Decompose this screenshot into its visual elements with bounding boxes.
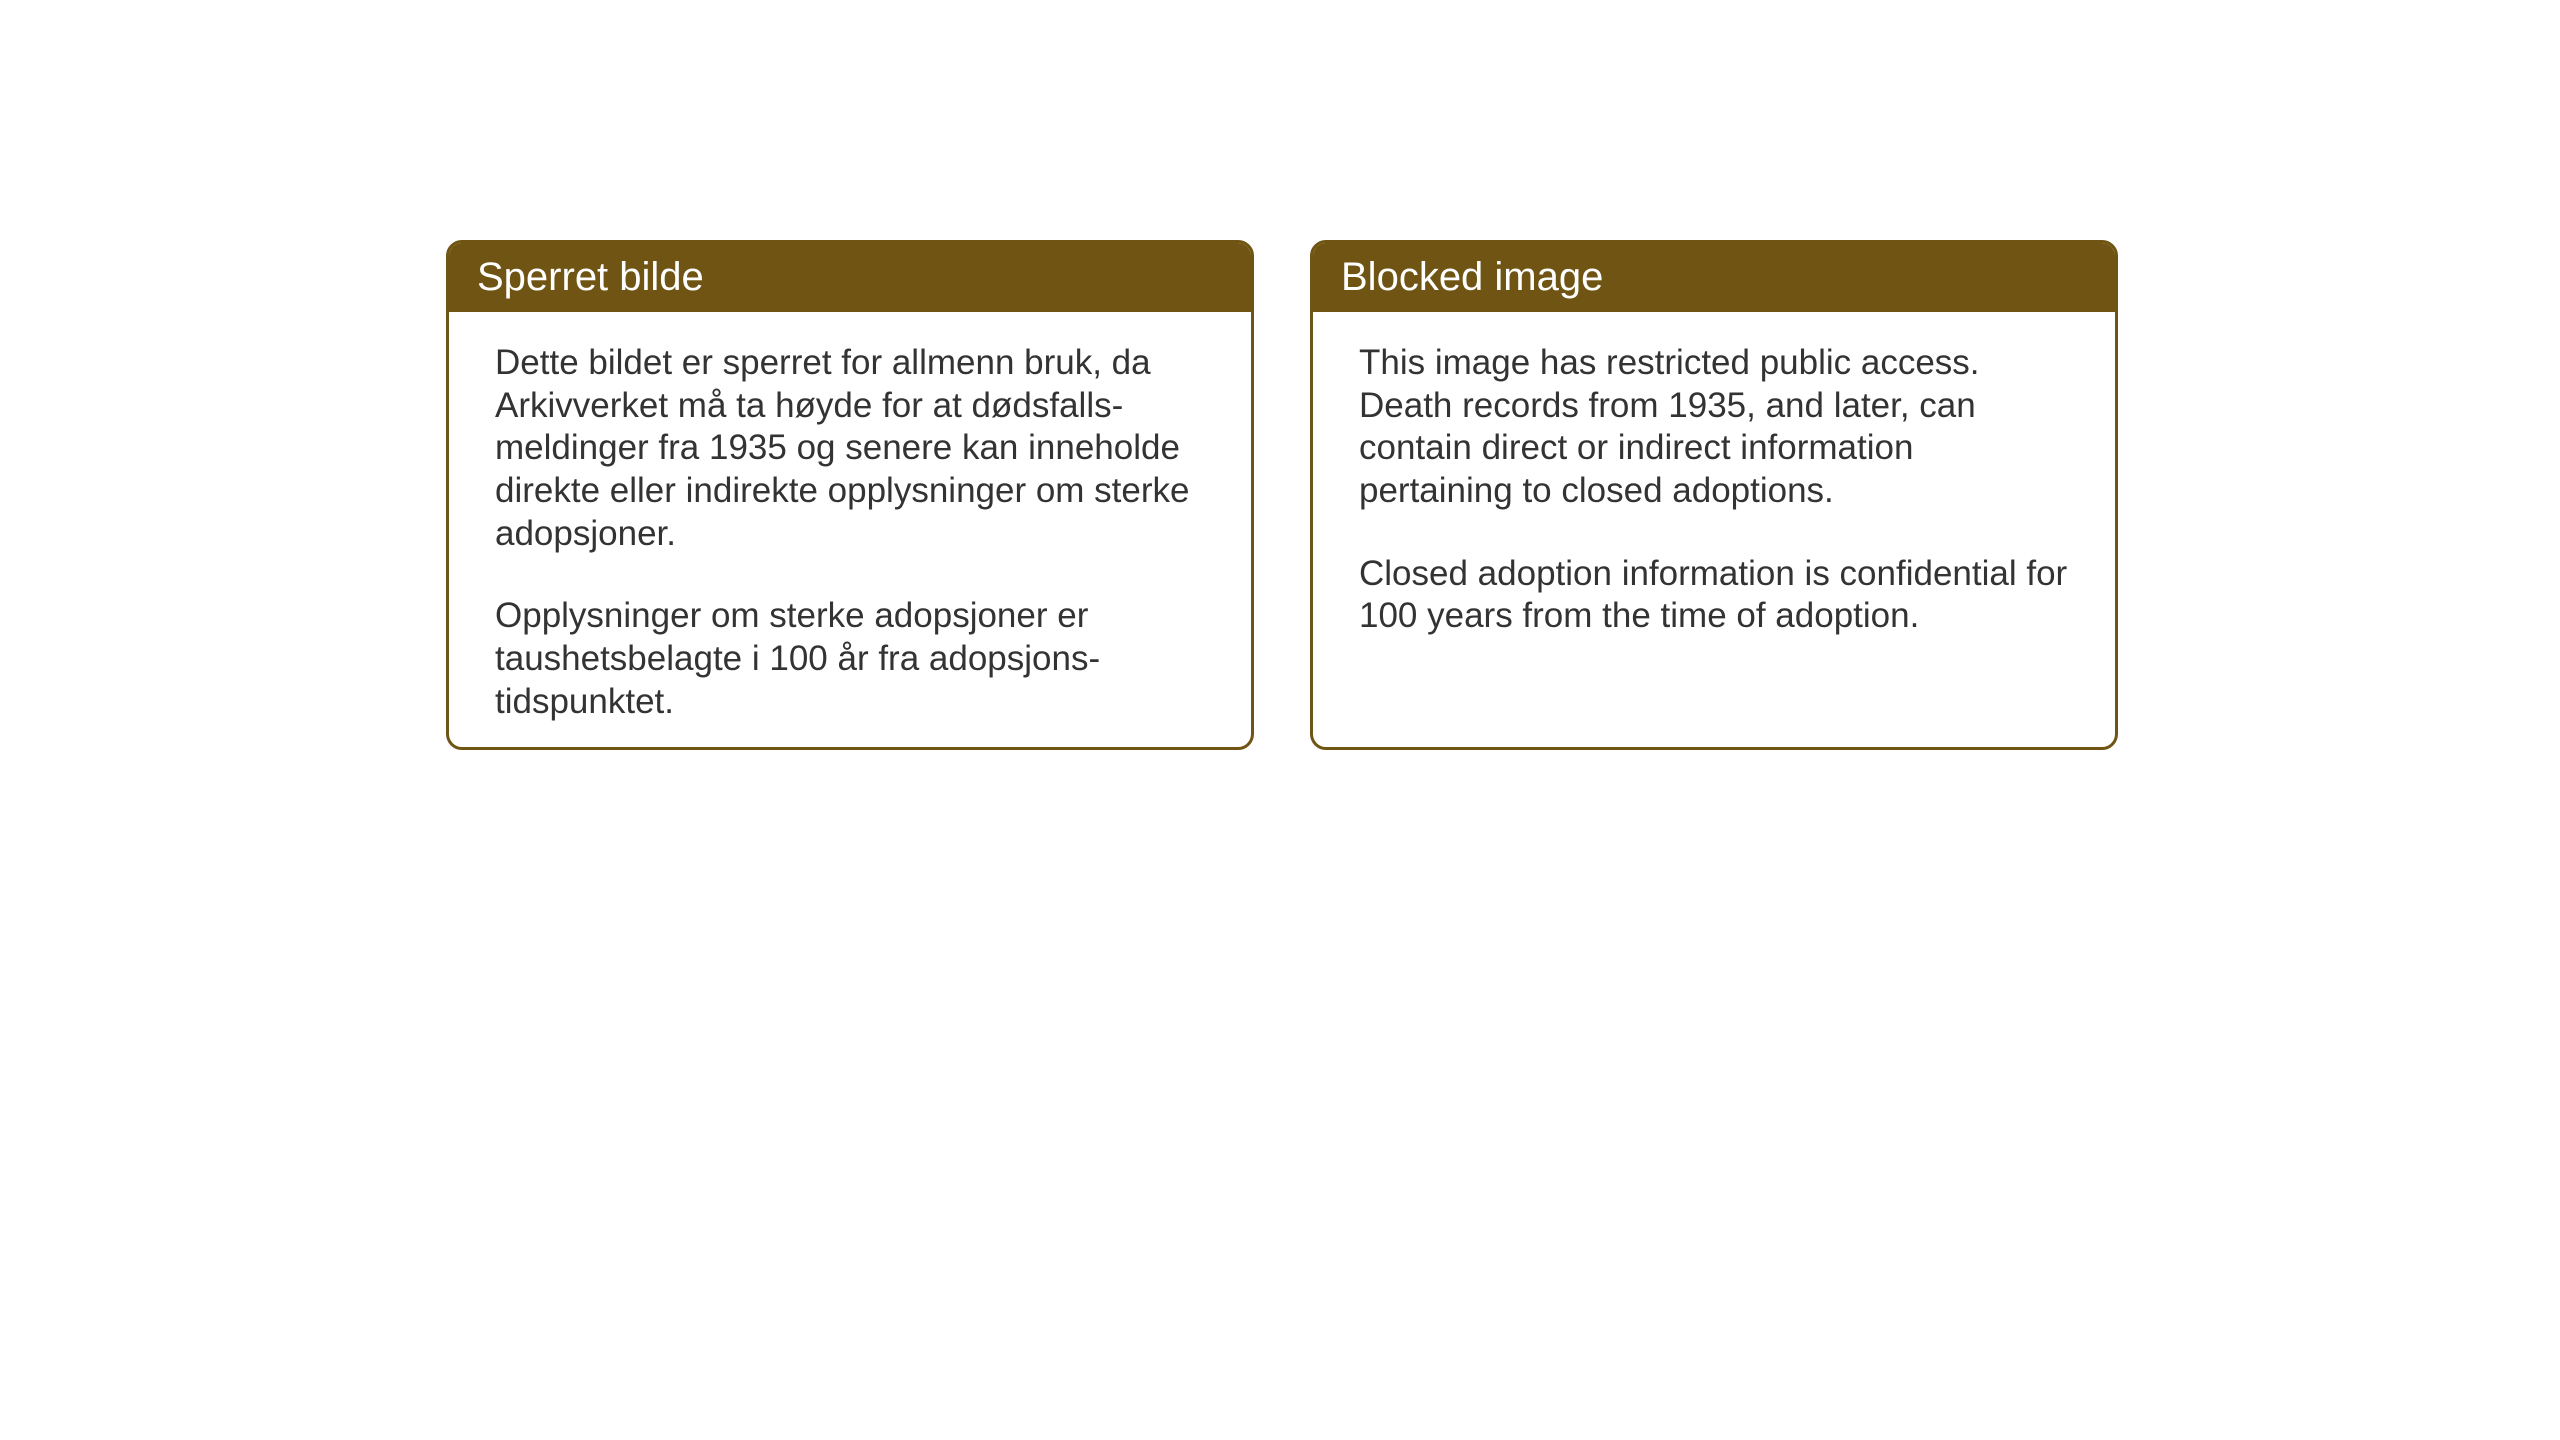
notice-card-english: Blocked image This image has restricted … xyxy=(1310,240,2118,750)
card-paragraph: This image has restricted public access.… xyxy=(1359,342,2069,513)
card-title: Blocked image xyxy=(1341,255,1603,299)
notice-container: Sperret bilde Dette bildet er sperret fo… xyxy=(446,240,2118,750)
card-header-english: Blocked image xyxy=(1313,243,2115,312)
card-header-norwegian: Sperret bilde xyxy=(449,243,1251,312)
card-body-english: This image has restricted public access.… xyxy=(1313,312,2115,668)
card-paragraph: Dette bildet er sperret for allmenn bruk… xyxy=(495,342,1205,555)
card-title: Sperret bilde xyxy=(477,255,704,299)
notice-card-norwegian: Sperret bilde Dette bildet er sperret fo… xyxy=(446,240,1254,750)
card-paragraph: Closed adoption information is confident… xyxy=(1359,553,2069,638)
card-paragraph: Opplysninger om sterke adopsjoner er tau… xyxy=(495,595,1205,723)
card-body-norwegian: Dette bildet er sperret for allmenn bruk… xyxy=(449,312,1251,750)
